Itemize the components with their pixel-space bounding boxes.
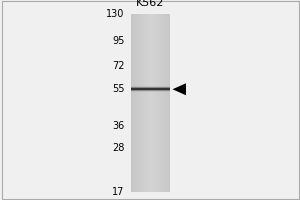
- Text: 17: 17: [112, 187, 124, 197]
- Polygon shape: [172, 83, 186, 95]
- Text: 36: 36: [112, 121, 124, 131]
- Text: 28: 28: [112, 143, 124, 153]
- Text: 130: 130: [106, 9, 124, 19]
- Text: 95: 95: [112, 36, 124, 46]
- Text: 55: 55: [112, 84, 124, 94]
- Text: K562: K562: [136, 0, 164, 8]
- Text: 72: 72: [112, 61, 124, 71]
